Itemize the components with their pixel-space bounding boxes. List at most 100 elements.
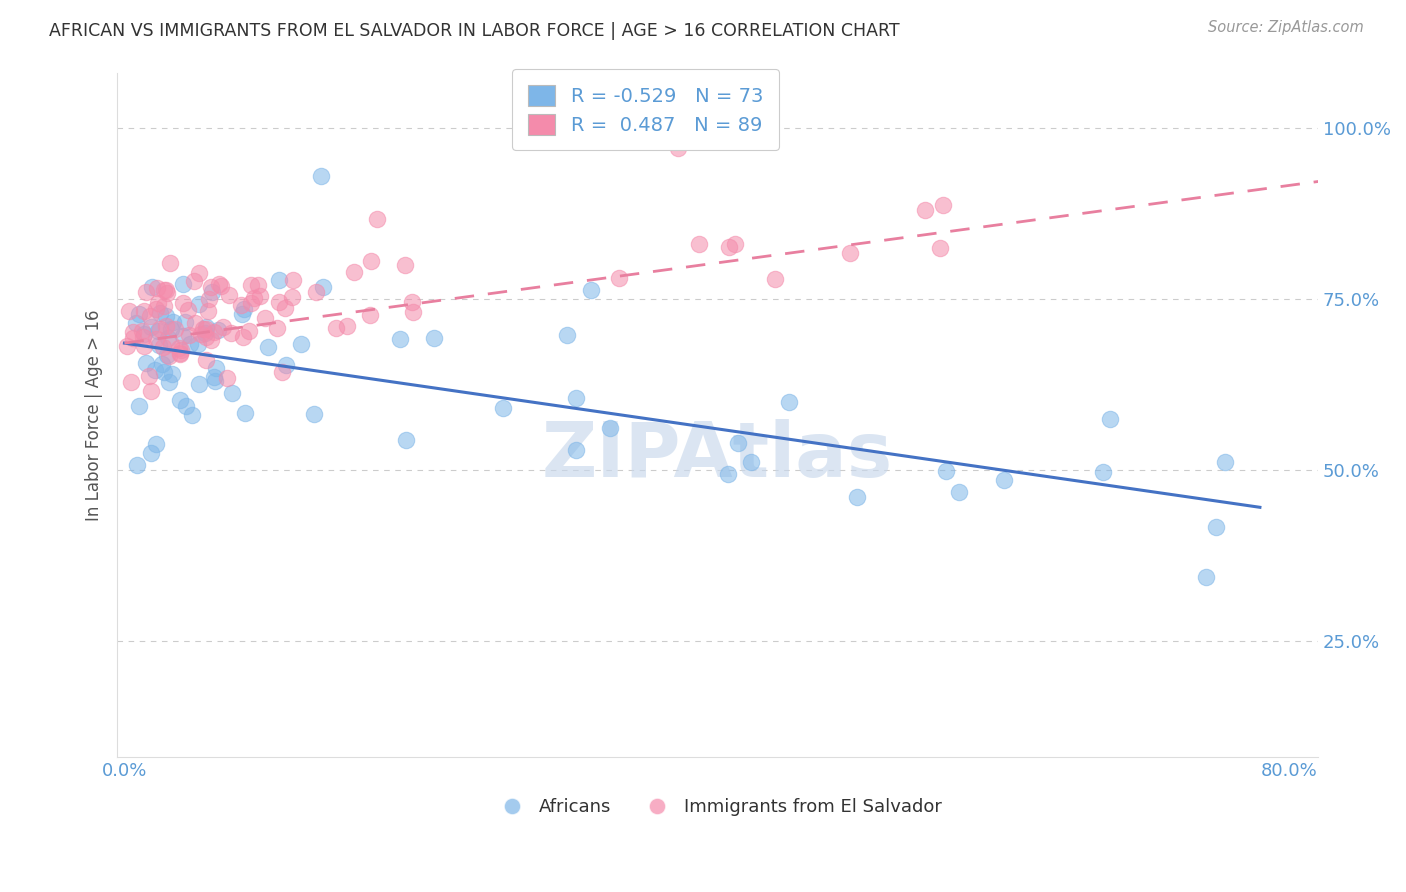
Africans [202,369,225,384]
Africans [231,307,253,321]
Africans [290,336,312,351]
Africans [172,277,194,291]
Immigrants from El Salvador [194,353,217,368]
Immigrants from El Salvador [219,326,242,340]
Immigrants from El Salvador [402,305,425,319]
Africans [187,297,209,311]
Immigrants from El Salvador [305,285,328,299]
Africans [388,332,411,346]
Africans [148,324,170,338]
Immigrants from El Salvador [118,304,141,318]
Africans [134,326,156,341]
Immigrants from El Salvador [914,202,936,217]
Africans [155,309,177,323]
Immigrants from El Salvador [145,302,167,317]
Text: AFRICAN VS IMMIGRANTS FROM EL SALVADOR IN LABOR FORCE | AGE > 16 CORRELATION CHA: AFRICAN VS IMMIGRANTS FROM EL SALVADOR I… [49,22,900,40]
Immigrants from El Salvador [932,197,955,211]
Immigrants from El Salvador [155,283,177,297]
Africans [194,326,217,341]
Immigrants from El Salvador [281,290,304,304]
Immigrants from El Salvador [152,340,174,354]
Africans [125,458,148,472]
Immigrants from El Salvador [179,328,201,343]
Immigrants from El Salvador [121,326,143,340]
Immigrants from El Salvador [153,283,176,297]
Immigrants from El Salvador [165,322,187,336]
Immigrants from El Salvador [249,289,271,303]
Immigrants from El Salvador [200,333,222,347]
Immigrants from El Salvador [117,339,139,353]
Immigrants from El Salvador [336,318,359,333]
Immigrants from El Salvador [131,324,153,338]
Immigrants from El Salvador [187,266,209,280]
Africans [169,393,191,408]
Immigrants from El Salvador [240,278,263,293]
Africans [139,446,162,460]
Immigrants from El Salvador [169,347,191,361]
Immigrants from El Salvador [200,280,222,294]
Africans [139,319,162,334]
Immigrants from El Salvador [765,271,787,285]
Immigrants from El Salvador [139,309,162,323]
Immigrants from El Salvador [266,321,288,335]
Africans [201,285,224,299]
Africans [302,407,325,421]
Africans [394,433,416,447]
Immigrants from El Salvador [145,332,167,346]
Africans [267,273,290,287]
Immigrants from El Salvador [607,271,630,285]
Immigrants from El Salvador [281,273,304,287]
Africans [256,340,278,354]
Africans [204,374,226,388]
Africans [492,401,515,415]
Immigrants from El Salvador [359,308,381,322]
Immigrants from El Salvador [724,236,747,251]
Immigrants from El Salvador [159,256,181,270]
Immigrants from El Salvador [169,345,191,359]
Africans [125,317,148,331]
Africans [162,315,184,329]
Africans [128,399,150,413]
Africans [1098,411,1121,425]
Immigrants from El Salvador [212,319,235,334]
Immigrants from El Salvador [202,325,225,339]
Immigrants from El Salvador [215,371,238,385]
Africans [143,363,166,377]
Immigrants from El Salvador [270,365,292,379]
Immigrants from El Salvador [132,339,155,353]
Immigrants from El Salvador [238,324,260,338]
Immigrants from El Salvador [138,368,160,383]
Africans [145,437,167,451]
Africans [187,337,209,351]
Immigrants from El Salvador [240,296,263,310]
Africans [135,356,157,370]
Africans [172,329,194,343]
Immigrants from El Salvador [208,277,231,291]
Africans [948,485,970,500]
Africans [717,467,740,481]
Immigrants from El Salvador [401,294,423,309]
Africans [1213,455,1236,469]
Africans [173,315,195,329]
Immigrants from El Salvador [688,237,710,252]
Immigrants from El Salvador [232,329,254,343]
Immigrants from El Salvador [198,292,221,306]
Africans [207,323,229,337]
Immigrants from El Salvador [191,321,214,335]
Africans [204,361,226,376]
Immigrants from El Salvador [838,246,860,260]
Immigrants from El Salvador [132,330,155,344]
Immigrants from El Salvador [167,341,190,355]
Africans [150,357,173,371]
Africans [935,464,957,478]
Africans [557,328,579,343]
Immigrants from El Salvador [360,253,382,268]
Immigrants from El Salvador [170,343,193,358]
Immigrants from El Salvador [135,285,157,299]
Text: Source: ZipAtlas.com: Source: ZipAtlas.com [1208,20,1364,35]
Immigrants from El Salvador [929,241,952,255]
Africans [564,443,586,458]
Immigrants from El Salvador [194,322,217,336]
Immigrants from El Salvador [243,291,266,305]
Text: ZIPAtlas: ZIPAtlas [543,419,893,493]
